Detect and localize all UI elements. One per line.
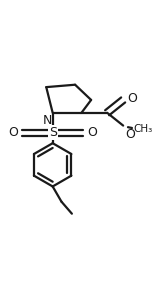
Text: N: N [43,113,52,126]
Text: S: S [49,126,57,139]
Text: O: O [8,126,18,139]
Text: CH₃: CH₃ [133,124,153,134]
Text: O: O [87,126,97,139]
Text: O: O [127,92,137,105]
Text: O: O [126,128,135,141]
